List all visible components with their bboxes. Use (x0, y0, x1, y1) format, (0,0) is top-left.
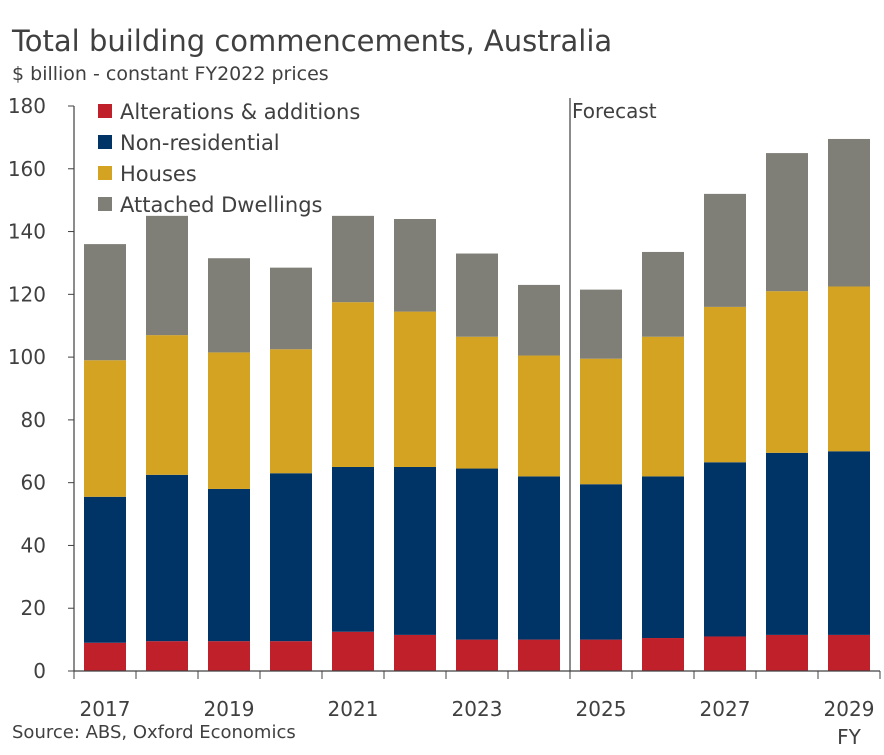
bar-segment-attached-dwellings (828, 138, 870, 287)
y-tick-label: 100 (8, 345, 46, 369)
bar-segment-houses (456, 336, 498, 469)
bar-segment-houses (146, 335, 188, 475)
bar-segment-attached-dwellings (642, 251, 684, 337)
bar-segment-non-residential (270, 473, 312, 642)
bar-segment-alterations-additions (270, 641, 312, 671)
bar-segment-houses (766, 291, 808, 453)
x-tick-label: 2027 (700, 697, 751, 721)
bar-segment-attached-dwellings (208, 258, 250, 353)
bar-area (84, 138, 870, 671)
legend-swatch (98, 135, 112, 149)
bar-segment-attached-dwellings (332, 215, 374, 303)
bar-segment-attached-dwellings (456, 253, 498, 337)
bar-segment-houses (580, 358, 622, 485)
bar-segment-houses (394, 311, 436, 467)
y-tick-label: 40 (21, 533, 46, 557)
bar-segment-alterations-additions (394, 634, 436, 671)
y-tick-label: 0 (33, 659, 46, 683)
bar-segment-alterations-additions (642, 638, 684, 671)
bar-segment-attached-dwellings (766, 153, 808, 292)
y-tick-label: 20 (21, 596, 46, 620)
bar-segment-alterations-additions (766, 634, 808, 671)
bar-segment-attached-dwellings (84, 244, 126, 361)
bar-segment-non-residential (704, 462, 746, 637)
x-tick-label: 2023 (452, 697, 503, 721)
y-tick-label: 140 (8, 220, 46, 244)
legend: Alterations & additions Non-residential Ho… (98, 100, 360, 217)
x-tick-label: 2021 (328, 697, 379, 721)
bar-segment-alterations-additions (84, 642, 126, 671)
bar-segment-alterations-additions (704, 636, 746, 671)
y-axis: 0 20 40 60 80 100 120 140 160 180 (8, 94, 75, 683)
bar-segment-attached-dwellings (270, 267, 312, 350)
bar-segment-houses (270, 349, 312, 474)
bar-segment-non-residential (766, 452, 808, 635)
x-tick-label: 2019 (204, 697, 255, 721)
bar-segment-alterations-additions (146, 641, 188, 671)
legend-label: Houses (120, 162, 197, 186)
legend-swatch (98, 197, 112, 211)
bar-segment-attached-dwellings (704, 193, 746, 307)
bar-segment-alterations-additions (208, 641, 250, 671)
bar-segment-non-residential (518, 476, 560, 640)
bar-segment-non-residential (580, 484, 622, 640)
bar-segment-non-residential (146, 474, 188, 642)
bar-segment-alterations-additions (518, 639, 560, 671)
x-tick-label: 2029 (824, 697, 875, 721)
source-note: Source: ABS, Oxford Economics (12, 722, 296, 743)
bar-segment-attached-dwellings (394, 219, 436, 312)
y-tick-label: 160 (8, 157, 46, 181)
bar-segment-non-residential (394, 466, 436, 635)
bar-segment-non-residential (828, 451, 870, 635)
x-axis: 2017 2019 2021 2023 2025 2027 2029 FY (73, 670, 881, 749)
bar-segment-alterations-additions (456, 639, 498, 671)
legend-swatch (98, 166, 112, 180)
forecast-annotation: Forecast (572, 99, 657, 123)
bar-segment-alterations-additions (332, 631, 374, 671)
chart-subtitle: $ billion - constant FY2022 prices (12, 63, 329, 85)
x-tick-label: 2017 (80, 697, 131, 721)
bar-segment-non-residential (642, 476, 684, 639)
y-tick-label: 80 (21, 408, 46, 432)
bar-segment-attached-dwellings (146, 215, 188, 336)
legend-label: Non-residential (120, 131, 280, 155)
y-tick-label: 180 (8, 94, 46, 118)
bar-segment-alterations-additions (580, 639, 622, 671)
bar-segment-houses (642, 336, 684, 477)
y-tick-label: 60 (21, 471, 46, 495)
bar-segment-houses (208, 352, 250, 489)
bar-segment-attached-dwellings (518, 284, 560, 356)
bar-segment-houses (828, 286, 870, 452)
bar-segment-alterations-additions (828, 634, 870, 671)
y-tick-label: 120 (8, 282, 46, 306)
legend-swatch (98, 104, 112, 118)
bar-segment-non-residential (84, 496, 126, 643)
bar-segment-non-residential (208, 488, 250, 642)
bar-segment-attached-dwellings (580, 289, 622, 359)
bar-segment-houses (84, 360, 126, 497)
legend-label: Attached Dwellings (120, 193, 322, 217)
bar-segment-non-residential (456, 468, 498, 640)
chart-title: Total building commencements, Australia (12, 24, 613, 58)
bar-segment-houses (518, 355, 560, 477)
bar-segment-houses (332, 302, 374, 467)
bar-segment-houses (704, 306, 746, 463)
x-axis-title: FY (837, 725, 862, 749)
x-tick-label: 2025 (576, 697, 627, 721)
legend-label: Alterations & additions (120, 100, 360, 124)
bar-segment-non-residential (332, 466, 374, 632)
